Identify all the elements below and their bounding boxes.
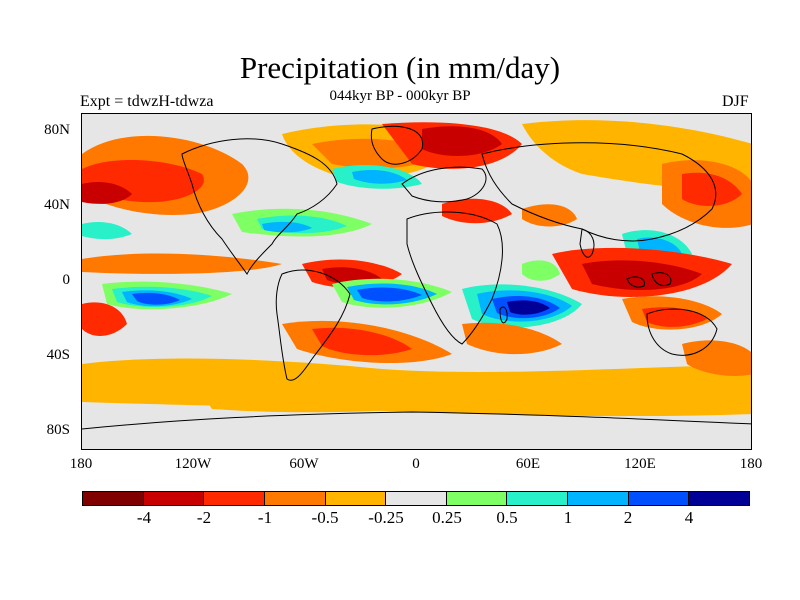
colorbar-box (689, 492, 750, 505)
map-canvas (82, 120, 751, 430)
colorbar-label: 0.25 (432, 508, 462, 527)
colorbar (82, 491, 750, 506)
colorbar-box (446, 492, 508, 505)
lon-label-0: 0 (412, 456, 420, 472)
precipitation-map (81, 113, 752, 450)
lon-label-180w: 180 (69, 456, 93, 472)
colorbar-box (325, 492, 387, 505)
lon-label-120w: 120W (174, 456, 212, 472)
coastlines (82, 125, 751, 430)
lat-label-40n: 40N (44, 197, 70, 213)
lon-label-120e: 120E (624, 456, 656, 472)
colorbar-label: -0.25 (368, 508, 404, 527)
lat-label-80s: 80S (46, 422, 70, 438)
colorbar-box (386, 492, 447, 505)
colorbar-label: -2 (196, 508, 212, 527)
colorbar-label: -1 (257, 508, 273, 527)
experiment-label: Expt = tdwzH-tdwza (80, 93, 214, 110)
lon-label-60e: 60E (515, 456, 541, 472)
colorbar-box (143, 492, 205, 505)
colorbar-label: 2 (623, 508, 633, 527)
map-title: Precipitation (in mm/day) (239, 50, 561, 85)
colorbar-box (628, 492, 690, 505)
colorbar-label: -0.5 (311, 508, 339, 527)
colorbar-box (264, 492, 326, 505)
colorbar-label: -4 (136, 508, 152, 527)
lat-label-40s: 40S (46, 347, 70, 363)
colorbar-label: 4 (684, 508, 694, 527)
colorbar-box (83, 492, 144, 505)
colorbar-box (507, 492, 569, 505)
lon-label-60w: 60W (289, 456, 319, 472)
precip-field (82, 120, 751, 417)
season-label: DJF (722, 93, 749, 110)
lat-label-0: 0 (62, 272, 71, 288)
colorbar-box (204, 492, 265, 505)
lat-label-80n: 80N (44, 122, 70, 138)
lon-label-180e: 180 (739, 456, 763, 472)
period-subtitle: 044kyr BP - 000kyr BP (329, 88, 471, 104)
colorbar-label: 0.5 (496, 508, 518, 527)
colorbar-box (568, 492, 629, 505)
colorbar-label: 1 (563, 508, 573, 527)
